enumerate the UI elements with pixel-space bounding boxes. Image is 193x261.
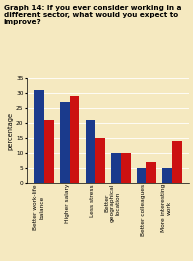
Bar [137, 168, 146, 183]
Bar [172, 141, 182, 183]
Y-axis label: percentage: percentage [7, 111, 13, 150]
Bar [34, 90, 44, 183]
Bar [44, 120, 54, 183]
Bar [60, 102, 70, 183]
Bar [121, 153, 131, 183]
Bar [85, 120, 95, 183]
Bar [162, 168, 172, 183]
Bar [95, 138, 105, 183]
Bar [146, 162, 156, 183]
Text: Graph 14: If you ever consider working in a
different sector, what would you exp: Graph 14: If you ever consider working i… [4, 5, 181, 25]
Bar [111, 153, 121, 183]
Bar [70, 96, 80, 183]
